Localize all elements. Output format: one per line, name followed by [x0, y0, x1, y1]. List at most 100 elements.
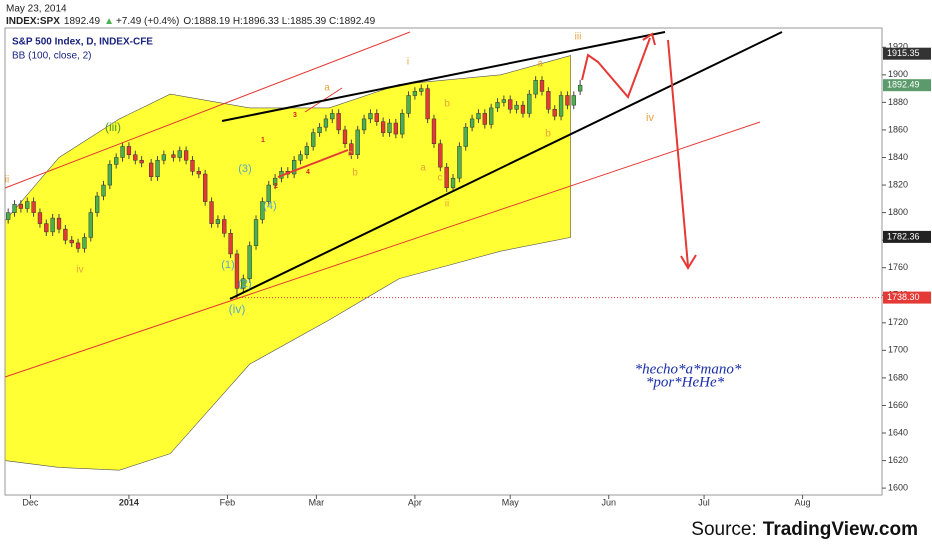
price-label-box — [883, 79, 931, 92]
candle-body — [482, 113, 487, 125]
candle-body — [577, 84, 583, 92]
price-label-box — [883, 230, 931, 243]
wave-label: ii — [445, 199, 449, 210]
wave-label: a — [537, 59, 543, 70]
wave-label: ii — [5, 175, 9, 186]
x-tick-label: Jun — [601, 497, 616, 507]
candle-body — [304, 146, 310, 155]
candle-body — [133, 154, 138, 161]
candle-body — [25, 201, 30, 209]
wave-line — [277, 149, 349, 178]
source-name: TradingView.com — [763, 519, 918, 540]
candle-body — [260, 201, 265, 220]
wave-label: iii — [575, 32, 582, 43]
candle-body — [190, 159, 195, 172]
wave-label: (3) — [238, 163, 251, 175]
candle-body — [380, 121, 386, 133]
candle-body — [495, 102, 500, 109]
wedge-upper — [221, 31, 666, 122]
candle-body — [552, 109, 557, 117]
wave-label: 3 — [293, 112, 297, 119]
candle-body — [69, 239, 74, 244]
candle-body — [546, 91, 551, 110]
candle-body — [120, 146, 125, 158]
candle-body — [533, 80, 538, 95]
channel-lower — [4, 121, 761, 378]
candle-body — [406, 95, 411, 114]
candle-body — [298, 154, 303, 161]
candle-body — [56, 217, 62, 230]
candle-body — [565, 95, 570, 106]
wave-label: 2 — [274, 183, 278, 190]
candle-body — [94, 195, 100, 213]
plot-border — [4, 27, 883, 496]
x-tick-label: Aug — [795, 497, 811, 507]
candle-body — [228, 233, 233, 255]
date: May 23, 2014 — [6, 4, 67, 15]
wave-label: b — [545, 129, 551, 140]
forecast-drop — [667, 39, 689, 267]
candle-body — [361, 118, 367, 131]
candle-body — [37, 212, 43, 224]
wave-label: iv — [76, 265, 83, 276]
wave-label: b — [444, 99, 450, 110]
price-label: 1738.30 — [887, 292, 920, 302]
x-tick-label: Apr — [408, 497, 422, 507]
wave-label: a — [420, 163, 426, 174]
price-label: 1915.35 — [887, 48, 920, 58]
price-label: 1782.36 — [887, 231, 920, 241]
candle-body — [50, 217, 55, 233]
candle-body — [139, 159, 144, 164]
candle-body — [266, 184, 271, 202]
candle-body — [355, 129, 360, 155]
candle-body — [336, 113, 341, 131]
wave-label: iv — [646, 112, 654, 124]
wave-label: (iii) — [105, 120, 121, 134]
change: +7.49 (+0.4%) — [116, 16, 179, 27]
candle-body — [374, 113, 379, 122]
y-tick-label: 1840 — [888, 152, 908, 162]
wave-label: i — [407, 57, 409, 68]
y-tick-label: 1800 — [888, 207, 908, 217]
candle-body — [203, 173, 208, 202]
bollinger-band — [4, 55, 571, 471]
y-tick-label: 1920 — [888, 42, 908, 52]
candle-body — [387, 122, 392, 133]
ohlc: O:1888.19 H:1896.33 L:1885.39 C:1892.49 — [183, 16, 375, 27]
candle-body — [241, 278, 246, 289]
wave-label: (2) — [238, 278, 251, 290]
watermark: *hecho*a*mano* — [635, 361, 742, 377]
candle-body — [63, 228, 68, 241]
candle-body — [571, 95, 576, 106]
y-tick-label: 1880 — [888, 97, 908, 107]
price-label-box — [883, 47, 931, 60]
candle-body — [489, 107, 494, 125]
candle-body — [101, 184, 106, 197]
candle-body — [253, 219, 259, 246]
candle-body — [508, 99, 513, 110]
candle-body — [177, 150, 182, 158]
wave-label: (4) — [263, 200, 276, 212]
candle-body — [558, 95, 564, 117]
source: Source: TradingView.com — [691, 519, 918, 540]
candle-body — [450, 177, 456, 189]
candle-body — [155, 159, 160, 178]
source-label: Source: — [691, 519, 756, 540]
x-tick-label: Jul — [698, 497, 710, 507]
candle-body — [126, 146, 132, 155]
channel-upper — [4, 31, 411, 189]
candle-body — [311, 132, 316, 147]
watermark: *por*HeHe* — [646, 374, 725, 390]
candle-body — [234, 253, 240, 289]
y-tick-label: 1860 — [888, 124, 908, 134]
quote-line: INDEX:SPX 1892.49 ▲ +7.49 (+0.4%) O:1888.19 … — [6, 16, 376, 27]
candle-body — [431, 118, 437, 144]
x-tick-label: Feb — [220, 497, 236, 507]
candle-body — [161, 154, 167, 161]
candle-body — [317, 126, 322, 133]
forecast-path — [581, 37, 651, 99]
candle-body — [183, 150, 189, 161]
x-tick-label: Dec — [22, 497, 39, 507]
candle-body — [514, 104, 519, 110]
y-tick-label: 1620 — [888, 455, 908, 465]
